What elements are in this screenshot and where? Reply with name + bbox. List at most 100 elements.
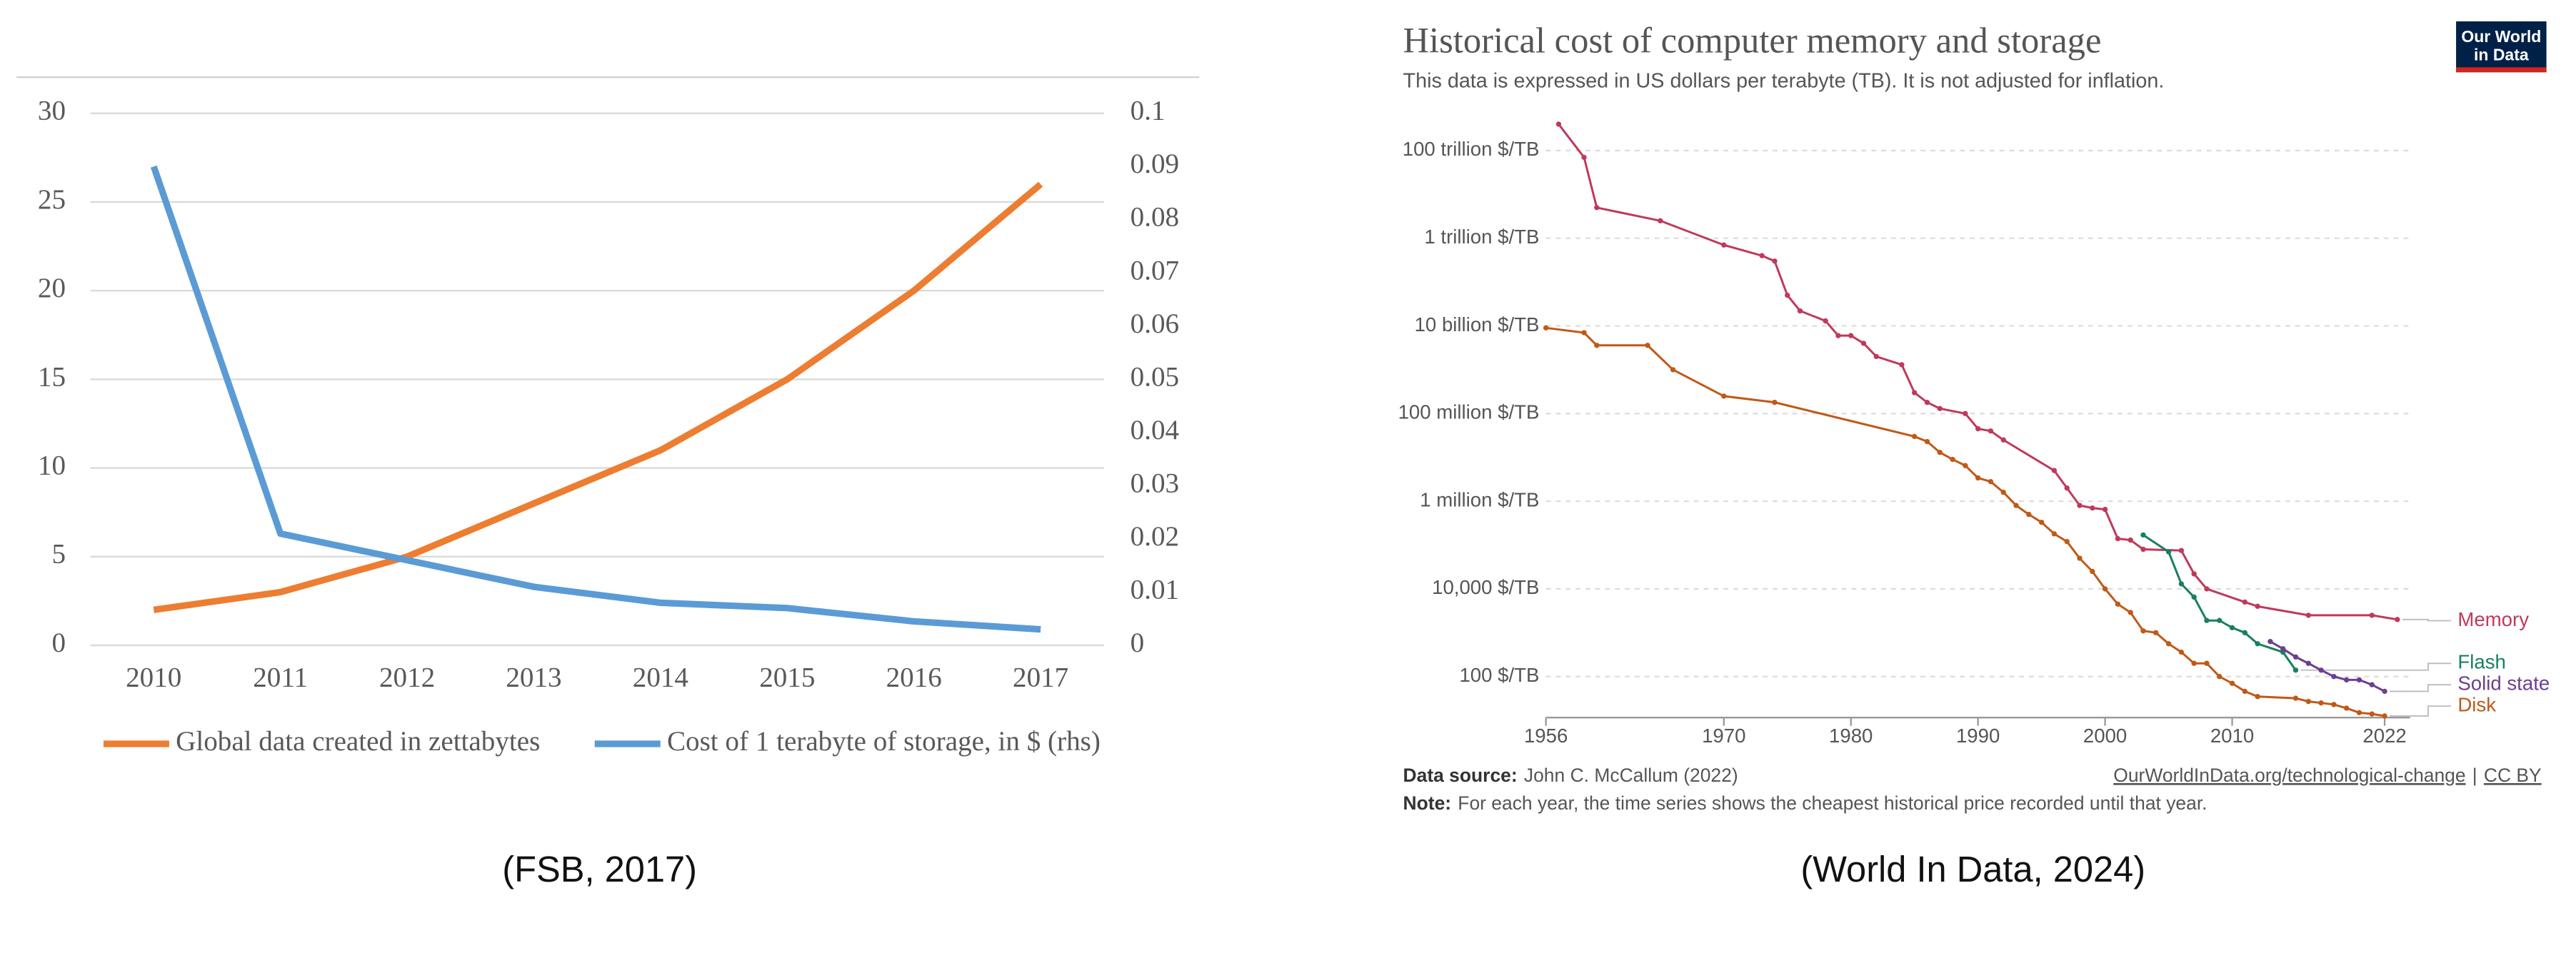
x-tick-label: 1980 [1829, 725, 1873, 747]
series-label: Solid state [2457, 672, 2550, 695]
link[interactable]: OurWorldInData.org/technological-change [2113, 765, 2465, 786]
data-point [2191, 571, 2197, 577]
y-tick-label: 1 trillion $/TB [1424, 226, 1539, 248]
data-point [1759, 253, 1765, 258]
data-point [1860, 341, 1867, 346]
x-tick-label: 2013 [506, 662, 561, 692]
x-tick-label: 1970 [1702, 725, 1745, 747]
data-point [2204, 617, 2210, 623]
legend-label: Global data created in zettabytes [176, 726, 540, 757]
data-point [2356, 677, 2362, 683]
line-series [153, 181, 1043, 613]
data-point [2369, 612, 2375, 618]
y2-tick-label: 0.06 [1131, 308, 1179, 339]
logo [2456, 21, 2547, 73]
data-point [2318, 700, 2324, 706]
data-point [1581, 330, 1587, 336]
series-label: Flash [2457, 651, 2505, 673]
data-point [2331, 674, 2337, 680]
data-point [1658, 218, 1663, 223]
data-point [1543, 325, 1549, 331]
separator: | [2472, 765, 2477, 786]
data-point [2191, 660, 2197, 666]
links: OurWorldInData.org/technological-change |… [2113, 765, 2542, 786]
y-tick-label: 5 [51, 539, 66, 570]
data-point [1581, 154, 1587, 161]
data-point [1937, 450, 1943, 455]
data-point [2292, 667, 2299, 673]
data-point [1963, 410, 1968, 416]
data-point [1975, 425, 1981, 432]
data-point [2217, 617, 2222, 623]
series-label: Disk [2457, 693, 2496, 715]
source-text: John C. McCallum (2022) [1524, 765, 1738, 786]
data-point [2153, 630, 2159, 636]
data-point [2255, 603, 2260, 610]
y-tick-label: 100 million $/TB [1398, 401, 1540, 423]
data-point [1835, 333, 1841, 338]
label-connector [2389, 705, 2452, 717]
data-point [2051, 468, 2058, 473]
data-point [1963, 463, 1968, 468]
data-point [1594, 205, 1600, 211]
data-point [1848, 333, 1854, 338]
y2-tick-label: 0.07 [1131, 255, 1179, 286]
data-point [2204, 660, 2210, 666]
y-tick-label: 30 [38, 96, 66, 126]
data-point [2255, 641, 2260, 647]
data-point [1975, 475, 1981, 481]
y-tick-label: 25 [38, 184, 66, 215]
y-tick-label: 100 $/TB [1459, 664, 1539, 686]
y-tick-label: 0 [51, 627, 66, 658]
data-point [2000, 437, 2006, 443]
data-point [1924, 438, 1930, 445]
logo-text: Our World [2461, 27, 2541, 46]
data-point [2077, 503, 2083, 508]
data-point [1873, 353, 1879, 360]
data-point [2102, 506, 2108, 513]
data-point [2000, 489, 2006, 495]
data-point [2178, 581, 2185, 587]
data-point [1988, 428, 1994, 434]
y-tick-label: 1 million $/TB [1420, 488, 1539, 510]
data-point [1950, 456, 1955, 463]
data-point [2255, 694, 2260, 700]
x-tick-label: 2015 [759, 662, 815, 692]
data-point [1912, 433, 1918, 440]
legend-label: Cost of 1 terabyte of storage, in $ (rhs… [667, 726, 1101, 757]
y2-tick-label: 0.02 [1131, 521, 1179, 552]
data-point [2102, 586, 2108, 592]
data-point [2318, 667, 2324, 673]
x-tick-label: 1990 [1956, 725, 2000, 747]
y-tick-label: 100 trillion $/TB [1403, 138, 1540, 160]
data-point [2267, 638, 2273, 645]
data-point [1721, 393, 1727, 399]
note-text: For each year, the time series shows the… [1458, 792, 2207, 814]
data-point [1670, 367, 1676, 373]
data-point [2140, 628, 2146, 634]
license[interactable]: CC BY [2484, 765, 2542, 786]
line-series [2270, 640, 2385, 692]
data-point [2217, 674, 2222, 680]
data-point [2090, 505, 2095, 511]
data-point [1721, 242, 1727, 248]
data-point [2178, 649, 2185, 655]
data-point [2013, 503, 2019, 508]
data-point [1912, 390, 1918, 395]
data-point [2038, 520, 2045, 525]
data-point [2140, 532, 2146, 538]
data-point [2292, 654, 2299, 660]
data-point [1937, 405, 1943, 412]
data-point [1645, 343, 1650, 348]
data-point [2090, 568, 2095, 575]
note: Note: For each year, the time series show… [1403, 792, 2207, 814]
data-point [1797, 308, 1803, 314]
data-point [2242, 630, 2248, 636]
y-tick-label: 10 [38, 450, 66, 481]
data-point [2077, 555, 2083, 561]
chart-title: Historical cost of computer memory and s… [1403, 21, 2102, 61]
data-point [2051, 531, 2058, 537]
data-point [2395, 617, 2400, 622]
data-point [2178, 548, 2185, 553]
